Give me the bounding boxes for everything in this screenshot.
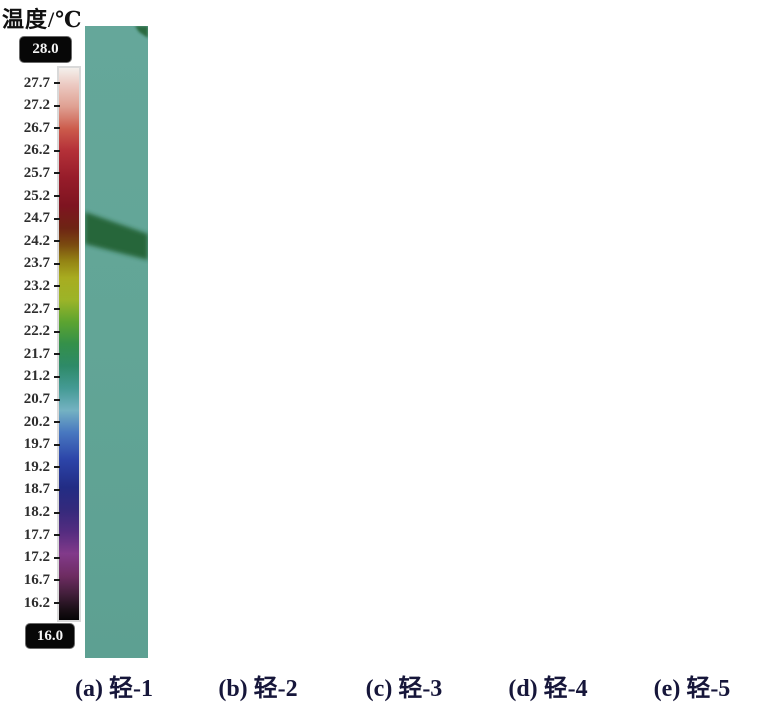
scale-tick-label: 25.2 <box>23 187 50 204</box>
scale-tick-mark <box>54 421 60 424</box>
scale-tick-mark <box>54 308 60 311</box>
scale-tick-mark <box>54 353 60 356</box>
scale-tick-mark <box>54 375 60 378</box>
colorbar-min-box: 16.0 <box>25 623 75 649</box>
scale-tick-label: 23.2 <box>23 277 50 294</box>
caption-panel-e: (e) 轻-5 <box>653 676 731 702</box>
scale-tick-mark <box>54 534 60 537</box>
scale-tick-label: 20.7 <box>23 391 50 408</box>
scale-tick-mark <box>54 556 60 559</box>
scale-tick-mark <box>54 149 60 152</box>
colorbar-max-box: 28.0 <box>19 36 72 63</box>
scale-tick-mark <box>54 240 60 243</box>
colorbar-gradient <box>57 66 81 622</box>
scale-tick-label: 24.7 <box>23 210 50 227</box>
scale-tick-label: 19.7 <box>23 436 50 453</box>
scale-tick-label: 17.2 <box>23 549 50 566</box>
scale-tick-mark <box>54 602 60 604</box>
scale-tick-label: 23.7 <box>23 255 50 272</box>
scale-tick-label: 22.2 <box>23 323 50 340</box>
scale-tick-label: 24.2 <box>23 232 50 249</box>
scale-tick-label: 16.2 <box>23 594 50 611</box>
thermal-panel-a <box>85 26 148 658</box>
scale-tick-label: 18.7 <box>23 481 50 498</box>
caption-panel-d: (d) 轻-4 <box>508 676 588 702</box>
scale-tick-label: 22.7 <box>23 300 50 317</box>
scale-tick-label: 27.7 <box>23 74 50 91</box>
scale-tick-mark <box>54 488 60 491</box>
scale-tick-mark <box>54 511 60 514</box>
scale-tick-label: 17.7 <box>23 526 50 543</box>
scale-tick-mark <box>54 127 60 130</box>
colorbar-title: 温度/℃ <box>2 7 83 32</box>
scale-tick-mark <box>54 195 60 198</box>
caption-panel-a: (a) 轻-1 <box>75 676 153 702</box>
scale-tick-mark <box>54 217 60 220</box>
scale-tick-mark <box>54 398 60 401</box>
caption-panel-c: (c) 轻-3 <box>365 676 443 702</box>
scale-tick-mark <box>54 172 60 175</box>
scale-tick-label: 25.7 <box>23 164 50 181</box>
scale-tick-label: 21.2 <box>23 368 50 385</box>
scale-tick-label: 20.2 <box>23 413 50 430</box>
scale-tick-label: 21.7 <box>23 345 50 362</box>
scale-tick-mark <box>54 579 60 582</box>
scale-tick-mark <box>54 82 60 84</box>
scale-tick-label: 18.2 <box>23 504 50 521</box>
scale-tick-mark <box>54 443 60 446</box>
scale-tick-mark <box>54 104 60 107</box>
scale-tick-label: 27.2 <box>23 97 50 114</box>
scale-tick-label: 26.2 <box>23 142 50 159</box>
scale-tick-label: 19.2 <box>23 458 50 475</box>
scale-tick-mark <box>54 262 60 265</box>
scale-tick-mark <box>54 285 60 288</box>
scale-tick-label: 16.7 <box>23 571 50 588</box>
scale-tick-mark <box>54 330 60 333</box>
scale-tick-label: 26.7 <box>23 119 50 136</box>
scale-tick-mark <box>54 466 60 469</box>
caption-panel-b: (b) 轻-2 <box>218 676 298 702</box>
